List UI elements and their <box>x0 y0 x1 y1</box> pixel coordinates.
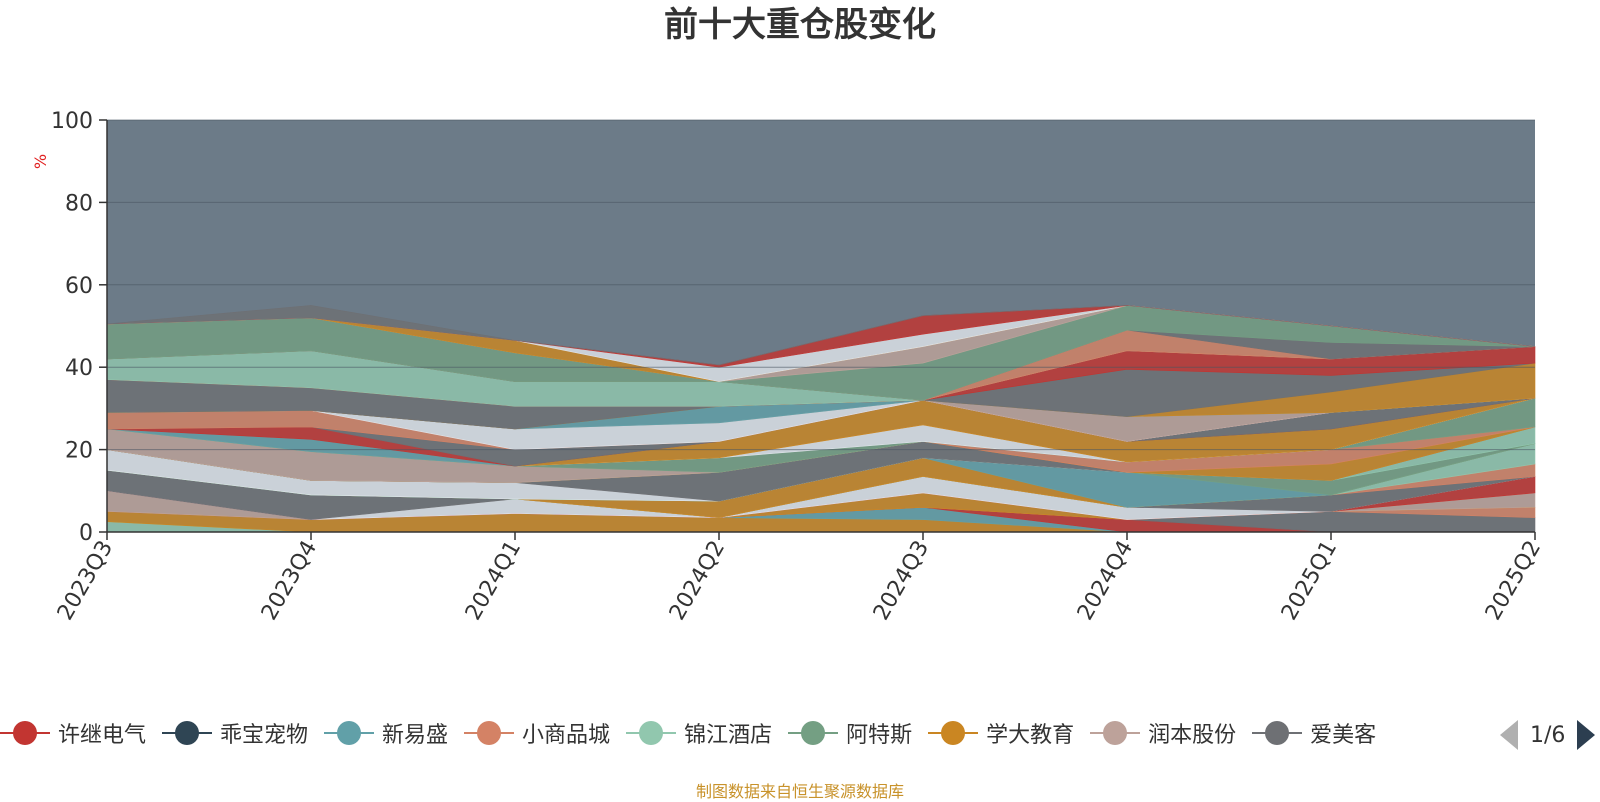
legend-page-indicator: 1/6 <box>1530 722 1566 748</box>
legend-label: 小商品城 <box>522 723 611 748</box>
legend-item[interactable]: 乖宝宠物 <box>162 713 308 753</box>
legend-label: 乖宝宠物 <box>220 723 309 748</box>
x-tick-label: 2024Q2 <box>665 537 730 625</box>
legend-prev-arrow-icon[interactable] <box>1500 720 1518 750</box>
legend-next-arrow-icon[interactable] <box>1577 720 1596 750</box>
x-tick-label: 2023Q4 <box>257 537 322 625</box>
x-tick-label: 2023Q3 <box>53 537 118 625</box>
data-source-note: 制图数据来自恒生聚源数据库 <box>695 782 904 801</box>
x-tick-label: 2025Q1 <box>1277 537 1342 625</box>
legend-marker-icon <box>464 720 515 746</box>
y-tick-label: 40 <box>65 356 93 381</box>
legend-label: 学大教育 <box>986 723 1075 748</box>
x-tick-label: 2024Q1 <box>461 537 526 625</box>
chart-title: 前十大重仓股变化 <box>664 5 936 45</box>
legend-marker-icon <box>162 720 213 746</box>
legend-label: 爱美客 <box>1310 723 1377 748</box>
legend-item[interactable]: 许继电气 <box>0 713 146 753</box>
legend-marker-icon <box>788 720 839 746</box>
legend-item[interactable]: 润本股份 <box>1090 713 1236 753</box>
legend-label: 许继电气 <box>58 723 147 748</box>
legend-label: 锦江酒店 <box>684 723 773 748</box>
legend-item[interactable]: 学大教育 <box>928 713 1074 753</box>
legend: 许继电气 乖宝宠物 新易盛 小商品城 锦江酒店 阿特斯 学大教育 润本股份 爱美客 <box>0 713 1480 753</box>
legend-pager: 1/6 <box>1500 718 1596 752</box>
x-tick-label: 2025Q2 <box>1481 537 1546 625</box>
legend-label: 润本股份 <box>1148 723 1237 748</box>
y-tick-label: 20 <box>65 439 93 464</box>
legend-label: 阿特斯 <box>846 723 913 748</box>
legend-item[interactable]: 爱美客 <box>1252 713 1376 753</box>
legend-item[interactable]: 阿特斯 <box>788 713 912 753</box>
legend-item[interactable]: 小商品城 <box>464 713 610 753</box>
x-tick-label: 2024Q3 <box>869 537 934 625</box>
legend-marker-icon <box>928 720 979 746</box>
y-tick-label: 100 <box>51 109 93 134</box>
legend-item[interactable]: 新易盛 <box>324 713 448 753</box>
y-tick-label: 0 <box>79 521 93 546</box>
stacked-area-chart: 0 20 40 60 80 100 2023Q3 2023Q4 2024Q1 2024Q2 2024… <box>51 109 1546 625</box>
legend-marker-icon <box>1090 720 1141 746</box>
legend-item[interactable]: 锦江酒店 <box>626 713 772 753</box>
legend-marker-icon <box>324 720 375 746</box>
x-tick-label: 2024Q4 <box>1073 537 1138 625</box>
y-tick-label: 80 <box>65 191 93 216</box>
legend-label: 新易盛 <box>382 723 449 748</box>
y-tick-label: 60 <box>65 274 93 299</box>
legend-marker-icon <box>0 720 50 746</box>
legend-marker-icon <box>1252 720 1303 746</box>
area-series-45[interactable] <box>106 305 1536 366</box>
legend-marker-icon <box>626 720 677 746</box>
